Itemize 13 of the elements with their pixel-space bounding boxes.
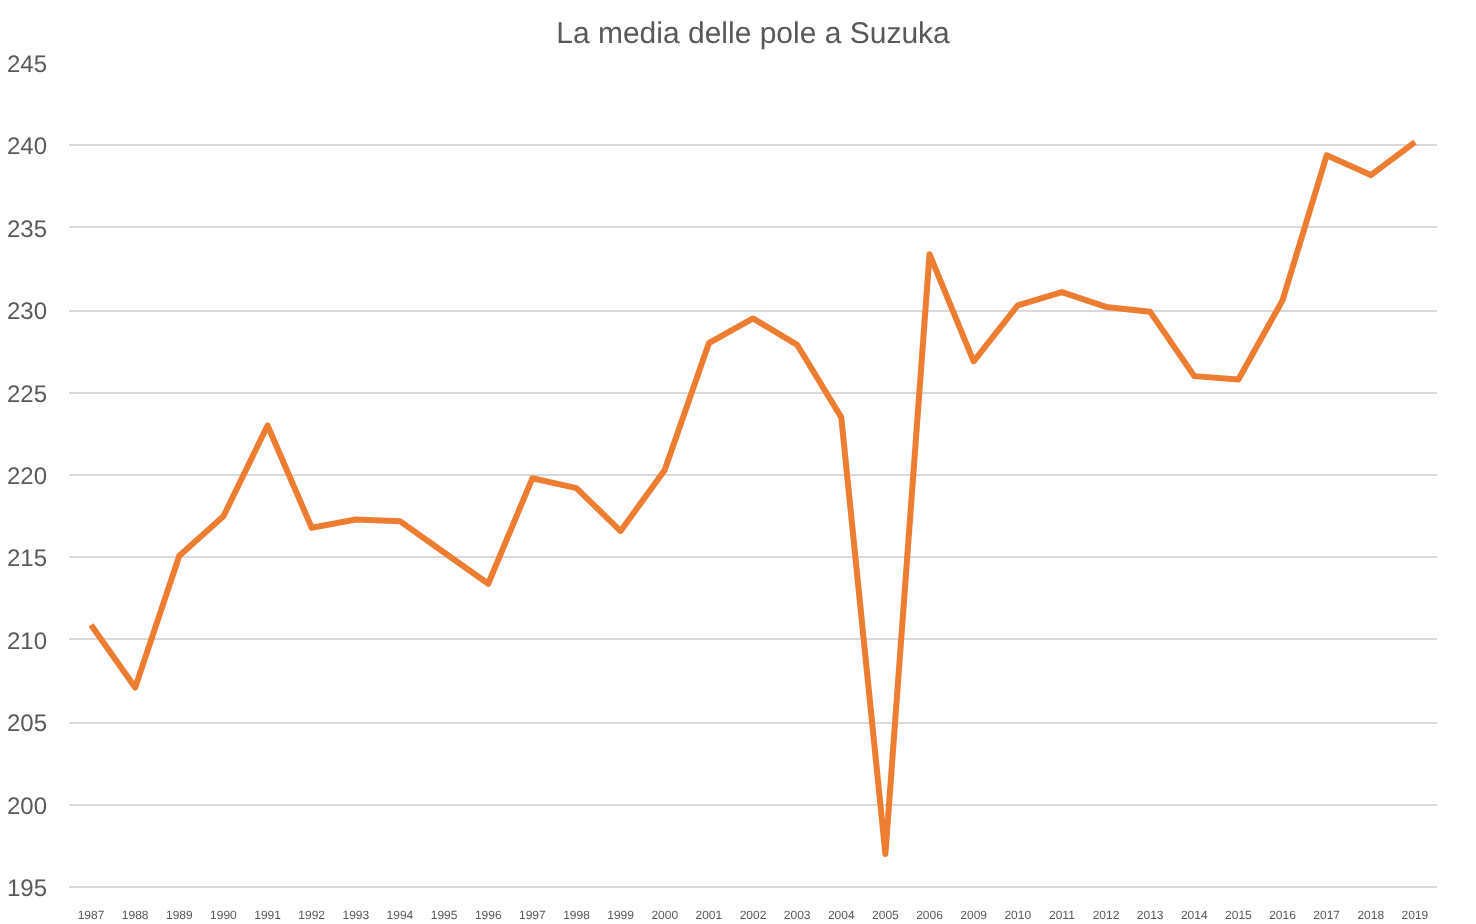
y-tick-label: 230 — [6, 297, 48, 326]
y-tick-label: 210 — [6, 626, 48, 655]
y-tick-label: 240 — [6, 132, 48, 161]
y-tick-label: 195 — [6, 874, 48, 902]
y-tick-label: 225 — [6, 379, 48, 408]
y-tick-label: 215 — [6, 544, 48, 573]
y-tick-label: 245 — [6, 50, 48, 78]
chart-title: La media delle pole a Suzuka — [556, 17, 952, 51]
line-series — [88, 139, 1418, 858]
y-tick-label: 220 — [6, 462, 48, 490]
y-tick-label: 205 — [6, 709, 48, 738]
y-tick-label: 200 — [6, 791, 48, 820]
y-tick-label: 235 — [6, 214, 48, 243]
